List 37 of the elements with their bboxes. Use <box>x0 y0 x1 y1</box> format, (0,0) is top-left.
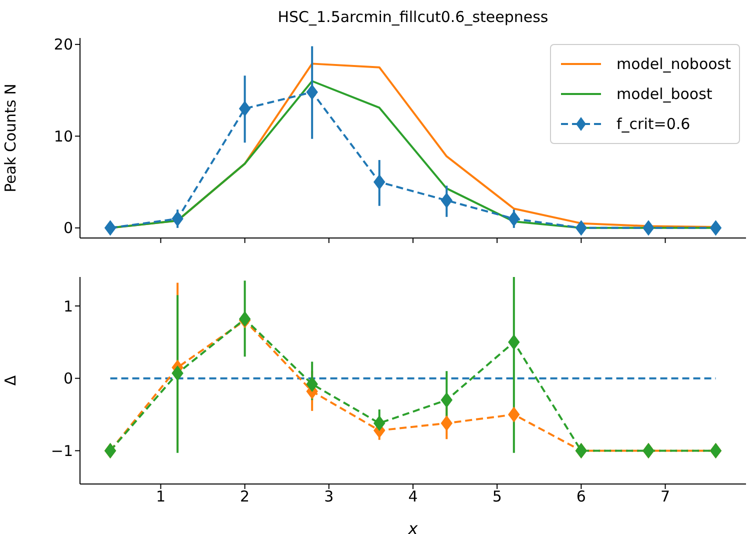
point <box>104 220 116 236</box>
x-axis-title: x <box>407 519 418 534</box>
legend-label: f_crit=0.6 <box>616 115 690 133</box>
x-tick-label: 4 <box>408 488 418 506</box>
y-tick-label: 1 <box>63 297 73 316</box>
point <box>440 192 452 208</box>
chart-title: HSC_1.5arcmin_fillcut0.6_steepness <box>276 8 550 26</box>
point <box>575 220 587 236</box>
y-tick-label: 0 <box>63 219 73 238</box>
y-axis-title: Peak Counts N <box>1 84 20 192</box>
y-tick-label: −1 <box>50 442 73 460</box>
legend-label: model_boost <box>616 85 712 103</box>
y-tick-label: 0 <box>63 370 73 388</box>
point <box>306 376 318 392</box>
point <box>239 101 251 116</box>
x-tick-label: 3 <box>324 488 334 506</box>
point <box>306 84 318 100</box>
x-tick-label: 6 <box>576 488 586 506</box>
point <box>508 407 520 422</box>
x-tick-label: 1 <box>156 488 166 506</box>
y-tick-label: 20 <box>54 36 73 54</box>
y-axis-title: Δ <box>1 374 20 386</box>
point <box>374 416 386 431</box>
point <box>374 174 386 190</box>
x-tick-label: 7 <box>660 488 670 506</box>
point <box>508 211 520 226</box>
point <box>172 366 184 381</box>
y-tick-label: 10 <box>54 127 73 146</box>
legend-label: model_noboost <box>616 55 731 73</box>
point <box>172 211 184 226</box>
point <box>642 220 654 236</box>
point <box>710 220 722 236</box>
point <box>508 334 520 350</box>
x-tick-label: 5 <box>492 488 502 506</box>
point <box>440 392 452 408</box>
point <box>440 416 452 431</box>
x-tick-label: 2 <box>240 488 250 506</box>
